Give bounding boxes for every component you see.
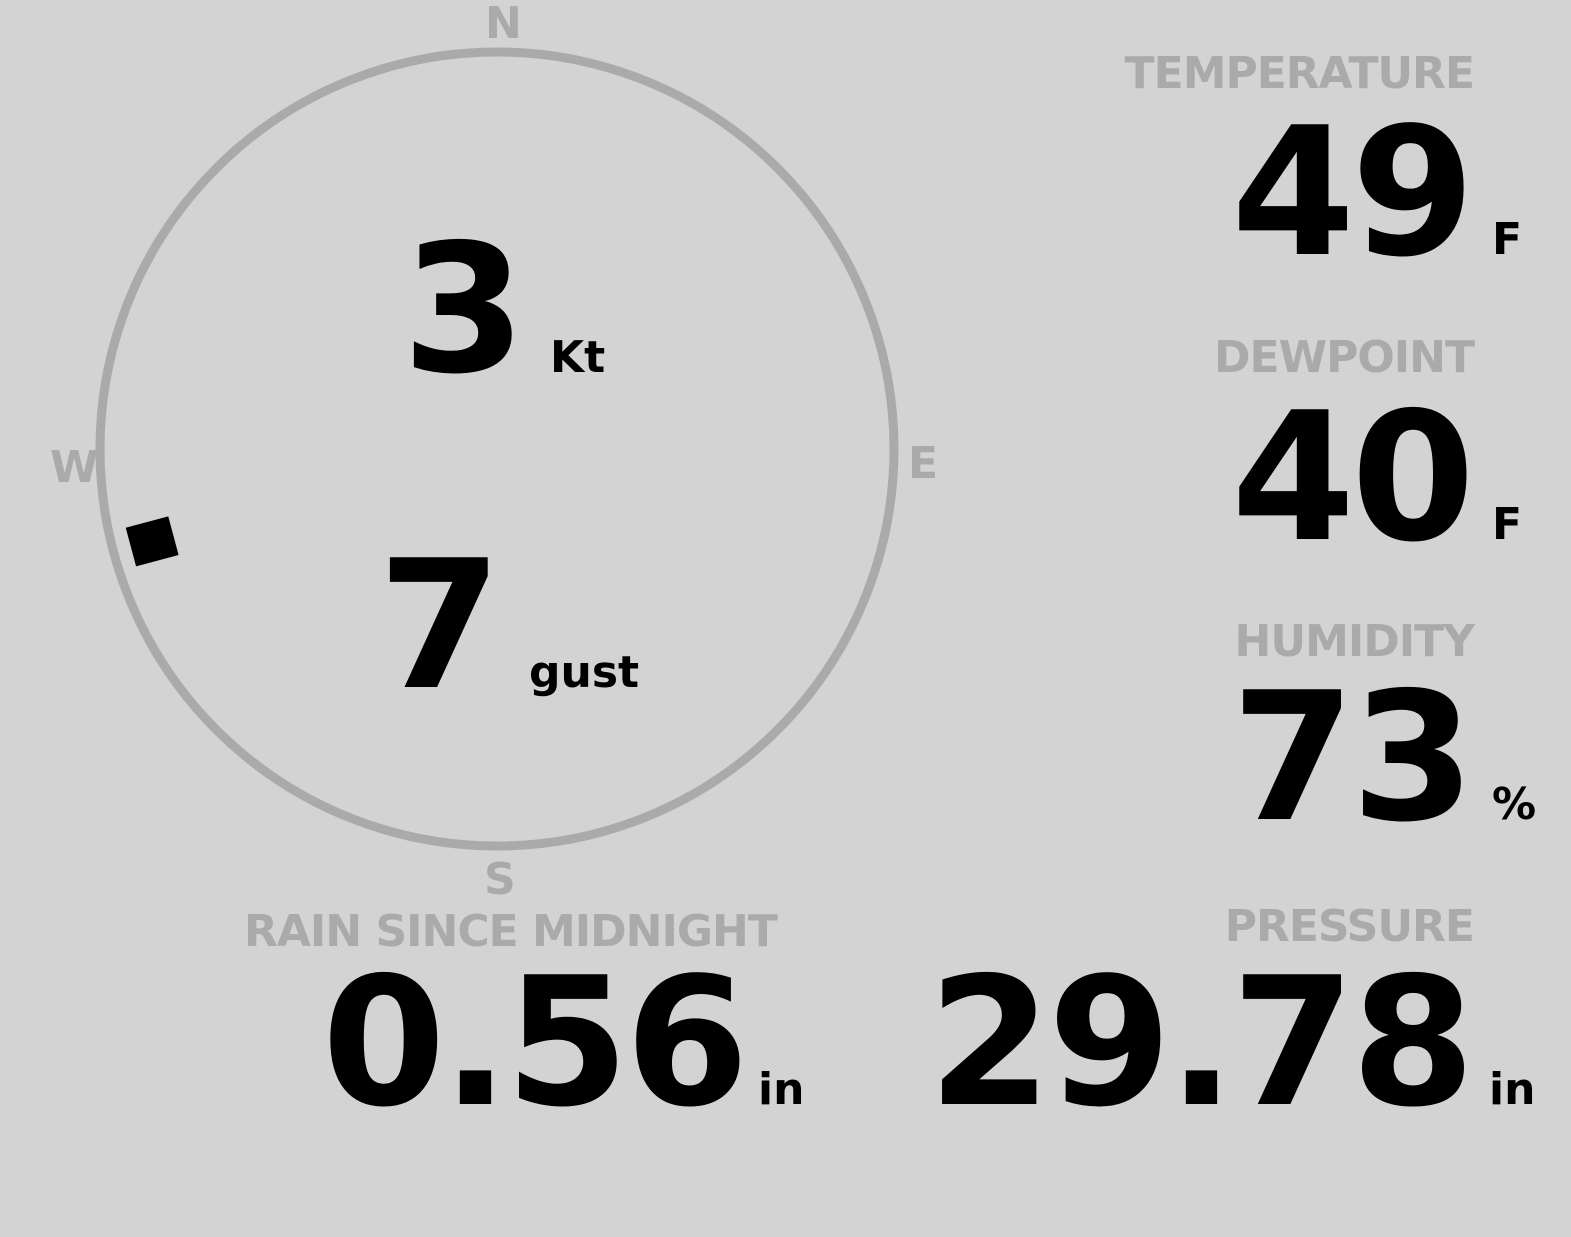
wind-gust: 7	[378, 522, 502, 729]
wind-compass	[95, 47, 899, 851]
rain-value: 0.56	[321, 939, 749, 1146]
wind-direction-marker	[125, 516, 179, 567]
pressure-label: PRESSURE	[1224, 901, 1475, 952]
wind-speed: 3	[402, 206, 526, 413]
pressure-unit: in	[1489, 1064, 1536, 1115]
dewpoint-unit: F	[1492, 499, 1523, 550]
pressure-value: 29.78	[927, 939, 1475, 1146]
temperature-value: 49	[1231, 89, 1475, 296]
temperature-unit: F	[1492, 214, 1523, 265]
compass-n: N	[485, 0, 522, 49]
dewpoint-label: DEWPOINT	[1214, 332, 1475, 383]
compass-e: E	[908, 438, 938, 489]
humidity-unit: %	[1492, 779, 1537, 830]
compass-ring	[95, 47, 899, 851]
dewpoint-value: 40	[1231, 374, 1475, 581]
wind-speed-unit: Kt	[550, 332, 606, 383]
humidity-value: 73	[1231, 654, 1475, 861]
rain-label: RAIN SINCE MIDNIGHT	[244, 906, 778, 957]
rain-unit: in	[758, 1064, 805, 1115]
compass-w: W	[50, 442, 99, 493]
humidity-label: HUMIDITY	[1234, 616, 1475, 667]
temperature-label: TEMPERATURE	[1124, 48, 1475, 99]
wind-gust-unit: gust	[529, 647, 640, 698]
compass-s: S	[484, 854, 516, 905]
